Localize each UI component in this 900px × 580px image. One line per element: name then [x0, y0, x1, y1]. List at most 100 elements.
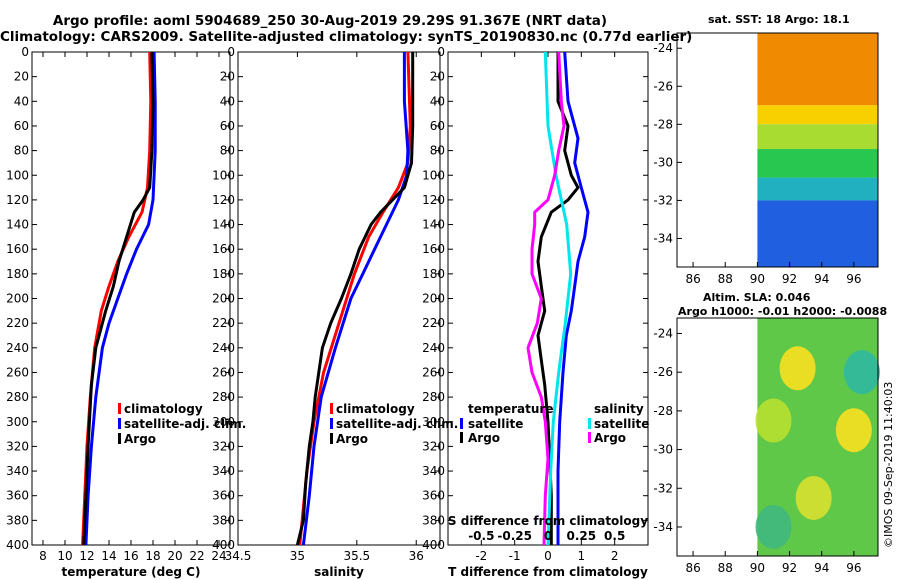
y-tick-label: 80 [430, 144, 445, 158]
legend-label: climatology [124, 402, 203, 416]
y-tick-label: 400 [6, 538, 29, 552]
legend-label: Argo [468, 431, 500, 445]
sla-blob [755, 398, 792, 443]
map-x-tick-label: 94 [814, 561, 829, 575]
sla-map-title: Altim. SLA: 0.046 [703, 291, 811, 304]
y-tick-label: 80 [14, 144, 29, 158]
y-tick-label: 220 [6, 316, 29, 330]
map-x-tick-label: 92 [782, 561, 797, 575]
y-tick-label: 340 [422, 464, 445, 478]
credit-stamp: ©IMOS 09-Sep-2019 11:40:03 [882, 381, 895, 548]
y-tick-label: 280 [422, 390, 445, 404]
y-tick-label: 360 [6, 489, 29, 503]
sst-band [757, 177, 878, 201]
legend-label: Argo [124, 432, 156, 446]
y-tick-label: 80 [220, 144, 235, 158]
legend-swatch [460, 432, 463, 443]
y-tick-label: 0 [227, 45, 235, 59]
legend-label: Argo [594, 431, 626, 445]
y-tick-label: 120 [422, 193, 445, 207]
sst-band [757, 149, 878, 178]
y-tick-label: 120 [212, 193, 235, 207]
legend-swatch [330, 403, 333, 414]
map-x-tick-label: 86 [685, 272, 700, 286]
series-line-satellite-adj-clim- [84, 51, 157, 546]
y-tick-label: 320 [422, 439, 445, 453]
y-tick-label: 260 [6, 365, 29, 379]
x2-tick-label: -0.5 [468, 529, 494, 543]
sla-blob [843, 350, 880, 395]
y-tick-label: 100 [6, 168, 29, 182]
y-tick-label: 380 [422, 513, 445, 527]
y-tick-label: 140 [212, 218, 235, 232]
map-y-tick-label: -30 [653, 443, 673, 457]
x-tick-label: 18 [145, 549, 160, 563]
map-x-tick-label: 96 [846, 561, 861, 575]
map-y-tick-label: -24 [653, 326, 673, 340]
y-tick-label: 60 [430, 119, 445, 133]
map-y-tick-label: -32 [653, 481, 673, 495]
y-tick-label: 320 [212, 439, 235, 453]
map-frame [676, 32, 879, 268]
x2-tick-label: 0.5 [604, 529, 625, 543]
y-tick-label: 160 [422, 242, 445, 256]
x2-tick-label: 0 [544, 529, 552, 543]
legend-swatch [118, 433, 121, 444]
y-tick-label: 340 [212, 464, 235, 478]
map-x-tick-label: 90 [750, 272, 765, 286]
y-tick-label: 160 [212, 242, 235, 256]
map-y-tick-label: -26 [653, 79, 673, 93]
y-tick-label: 300 [6, 415, 29, 429]
series-line-argo [295, 52, 415, 546]
y-tick-label: 100 [212, 168, 235, 182]
legend-label: climatology [336, 402, 415, 416]
y-tick-label: 280 [212, 390, 235, 404]
y-tick-label: 360 [212, 489, 235, 503]
legend-swatch [460, 418, 463, 429]
y-tick-label: 180 [212, 267, 235, 281]
y-tick-label: 380 [212, 513, 235, 527]
legend-swatch [588, 418, 591, 429]
x-axis-label: salinity [314, 565, 364, 579]
y-tick-label: 240 [212, 341, 235, 355]
map-x-tick-label: 88 [718, 561, 733, 575]
x-tick-label: 2 [611, 549, 619, 563]
y-tick-label: 60 [14, 119, 29, 133]
sst-band [757, 124, 878, 150]
y-tick-label: 140 [6, 218, 29, 232]
y-tick-label: 400 [422, 538, 445, 552]
series-line-climatology [298, 51, 412, 546]
x-tick-label: 24 [211, 549, 226, 563]
y-tick-label: 120 [6, 193, 29, 207]
legend-title: salinity [594, 402, 644, 416]
map-x-tick-label: 86 [685, 561, 700, 575]
legend-swatch [330, 418, 333, 429]
y-tick-label: 240 [422, 341, 445, 355]
y-tick-label: 200 [422, 292, 445, 306]
x-tick-label: 8 [39, 549, 47, 563]
y-tick-label: 40 [220, 94, 235, 108]
y-tick-label: 300 [212, 415, 235, 429]
map-frame [676, 317, 879, 557]
x-tick-label: -1 [509, 549, 521, 563]
y-tick-label: 300 [422, 415, 445, 429]
x-tick-label: 35 [290, 549, 305, 563]
map-x-tick-label: 96 [846, 272, 861, 286]
sst-band [757, 33, 878, 106]
y-tick-label: 0 [21, 45, 29, 59]
sst-band [757, 105, 878, 125]
y-tick-label: 280 [6, 390, 29, 404]
y-tick-label: 260 [212, 365, 235, 379]
x-tick-label: 12 [79, 549, 94, 563]
x-tick-label: 20 [167, 549, 182, 563]
y-tick-label: 40 [14, 94, 29, 108]
y-tick-label: 160 [6, 242, 29, 256]
y-tick-label: 220 [422, 316, 445, 330]
map-y-tick-label: -28 [653, 404, 673, 418]
title-line-2: Climatology: CARS2009. Satellite-adjuste… [0, 29, 693, 45]
sla-blob [835, 408, 872, 453]
map-y-tick-label: -24 [653, 41, 673, 55]
legend-swatch [330, 433, 333, 444]
legend-label: satellite [468, 417, 523, 431]
x-tick-label: 36 [409, 549, 424, 563]
